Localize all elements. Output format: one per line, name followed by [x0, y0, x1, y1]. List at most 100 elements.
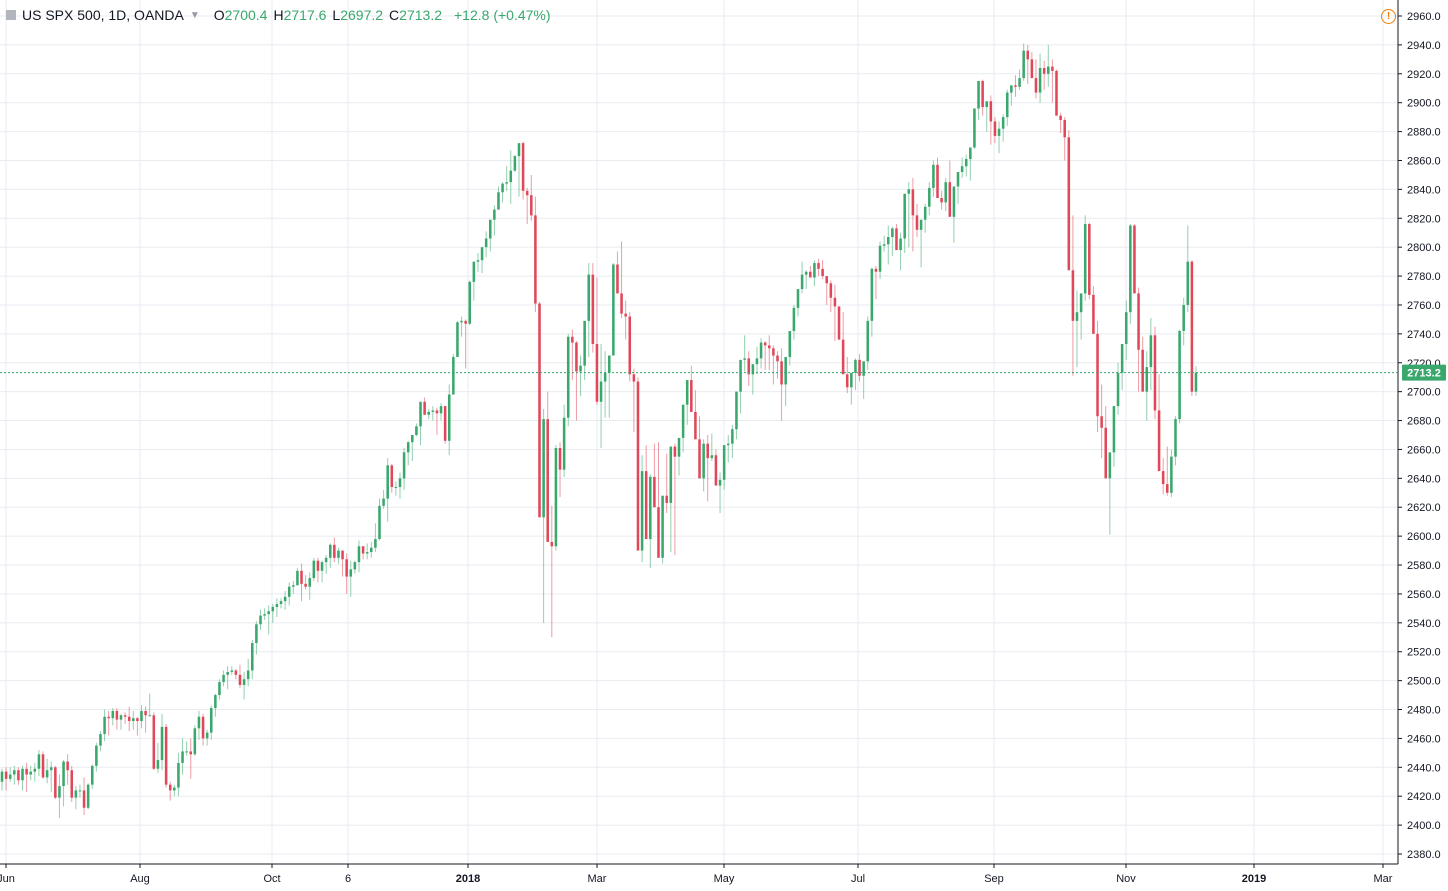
candle [177, 752, 180, 797]
candle [800, 261, 804, 294]
candle [726, 435, 730, 463]
candle [29, 765, 32, 781]
candle-body [316, 560, 320, 571]
candle [579, 355, 582, 396]
candle [164, 723, 168, 788]
y-tick-label: 2560.0 [1407, 589, 1441, 601]
candle [300, 563, 303, 602]
candle-body [259, 615, 262, 625]
candle-body [197, 716, 201, 729]
candle-body [759, 342, 763, 359]
candle-body [1051, 66, 1054, 71]
candle-body [886, 237, 890, 245]
candle [960, 157, 964, 178]
candle [903, 193, 906, 253]
candle [423, 397, 426, 415]
candle-body [1166, 484, 1169, 493]
candle-body [1190, 261, 1194, 392]
candle [575, 341, 578, 421]
candle-body [1010, 85, 1013, 93]
candle [874, 265, 878, 300]
candle-body [1038, 68, 1042, 93]
candle [792, 304, 796, 340]
candle [882, 235, 886, 252]
candle [1178, 329, 1181, 424]
candle [140, 705, 143, 729]
candle [977, 81, 980, 121]
candle-body [993, 121, 997, 136]
candle-body [829, 283, 833, 298]
candle [275, 598, 279, 618]
candle-body [1075, 312, 1079, 321]
candle-body [312, 560, 316, 579]
candle-body [74, 790, 78, 798]
candle-body [509, 170, 513, 183]
candle-body [1182, 304, 1185, 331]
candle [398, 472, 402, 499]
candle [189, 738, 193, 779]
symbol-color-icon [6, 10, 16, 20]
candle-body [1129, 225, 1132, 313]
candle-body [517, 143, 521, 157]
chevron-down-icon[interactable]: ▼ [189, 9, 200, 21]
candle [33, 762, 37, 782]
y-tick-label: 2520.0 [1407, 647, 1441, 659]
candle-body [620, 293, 623, 314]
candle [509, 150, 513, 204]
candle [201, 713, 205, 746]
candle [928, 182, 931, 216]
candle-body [292, 585, 295, 587]
candle [796, 289, 800, 317]
candle [562, 404, 566, 477]
candle [472, 261, 476, 301]
candle-body [891, 228, 894, 238]
candle [132, 710, 135, 730]
candle-body [13, 770, 16, 775]
candle-body [546, 419, 549, 542]
candle [86, 783, 90, 810]
candle [718, 472, 722, 514]
candle [829, 280, 833, 313]
candle [1120, 343, 1124, 391]
candle-body [226, 671, 229, 675]
candle [534, 196, 537, 313]
candle [251, 640, 254, 680]
symbol-title[interactable]: US SPX 500, 1D, OANDA [22, 7, 184, 23]
candle [1137, 287, 1140, 392]
candle-body [70, 770, 74, 798]
candle-body [263, 614, 266, 616]
candle [1190, 260, 1194, 396]
candle [1129, 224, 1132, 324]
candle [1071, 215, 1075, 376]
candle [1067, 130, 1071, 271]
candle [669, 446, 673, 553]
candle-body [932, 164, 935, 188]
candle [263, 608, 266, 620]
candle [173, 784, 176, 797]
candle-body [78, 790, 82, 792]
candle [616, 251, 619, 294]
candle-body [768, 345, 771, 349]
candle [148, 693, 151, 717]
candle-body [439, 406, 443, 414]
candle [452, 354, 455, 395]
candle-body [452, 356, 455, 395]
candle [899, 232, 902, 271]
candle-body [82, 790, 86, 808]
alert-icon[interactable]: ! [1381, 9, 1396, 24]
candle-body [189, 751, 193, 755]
candle [956, 172, 960, 204]
candle-body [218, 682, 221, 696]
candle-body [673, 446, 677, 457]
candle [538, 302, 541, 518]
candle [821, 260, 824, 279]
candle-body [337, 550, 340, 558]
candle-body [255, 624, 258, 644]
candle-body [386, 465, 389, 499]
candle [480, 247, 484, 274]
candle-body [521, 143, 525, 191]
candle [1145, 351, 1149, 421]
candle [804, 270, 808, 290]
